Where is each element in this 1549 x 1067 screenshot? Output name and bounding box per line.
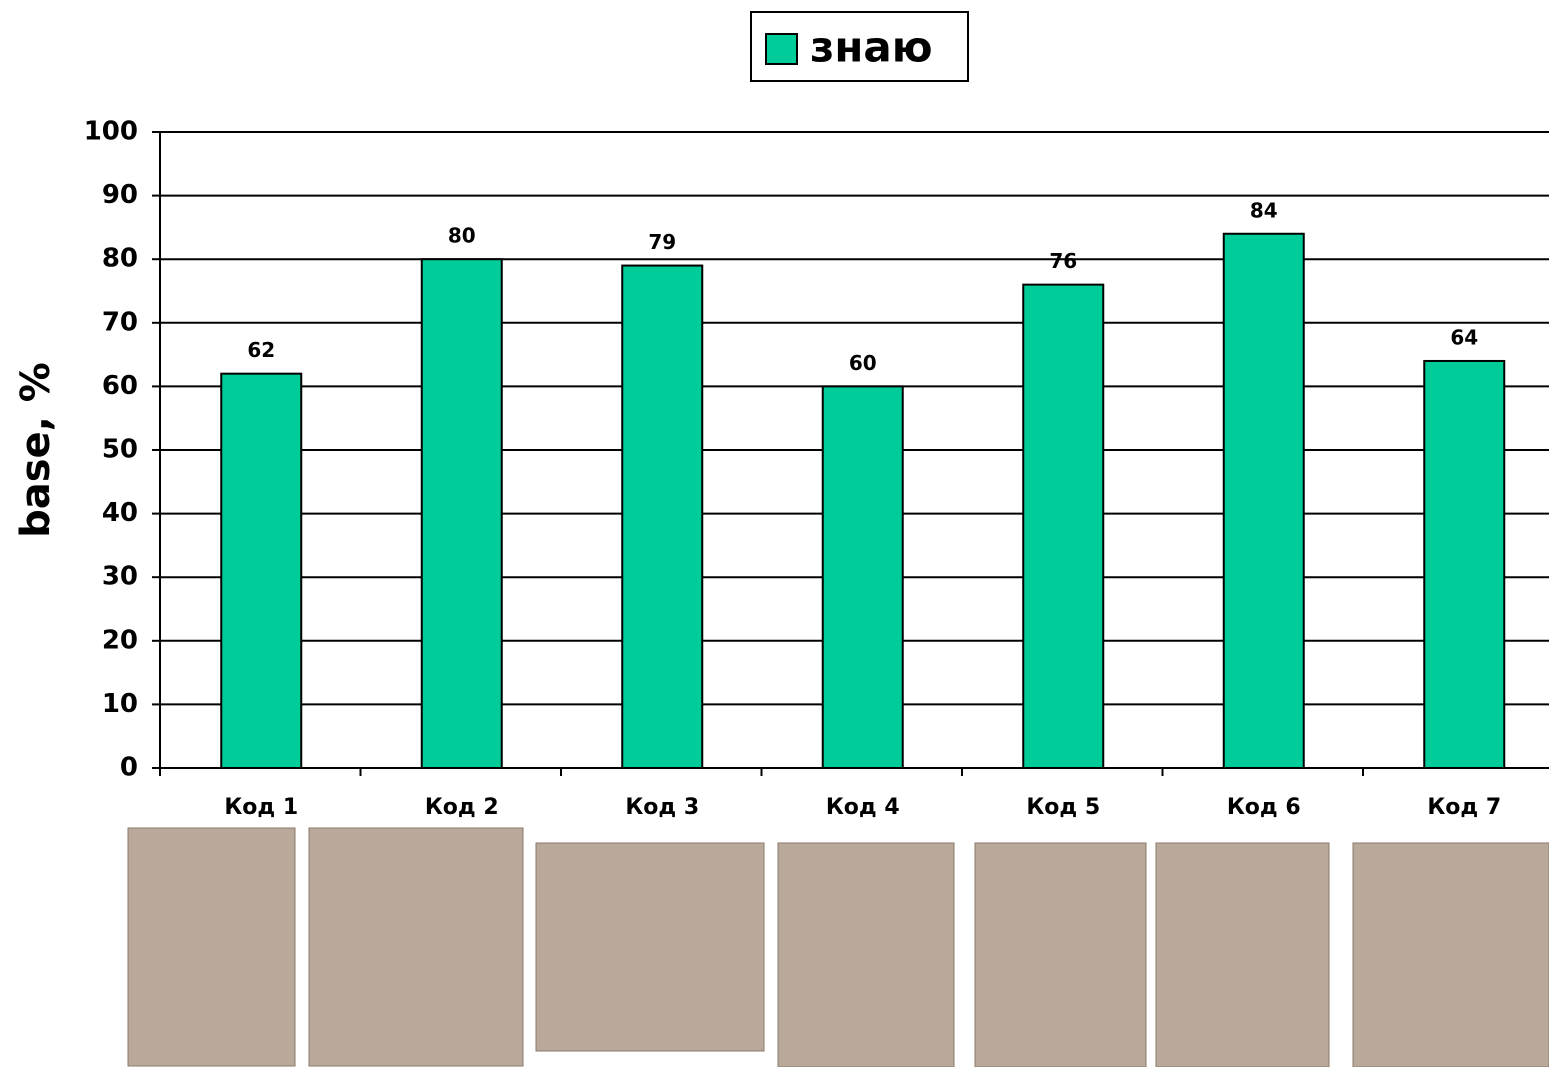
y-tick-label: 30 bbox=[102, 562, 138, 592]
x-tick-label: Код 6 bbox=[1227, 795, 1301, 820]
x-tick-label: Код 4 bbox=[826, 795, 900, 820]
bar bbox=[221, 374, 301, 768]
y-tick-label: 90 bbox=[102, 180, 138, 210]
y-tick-label: 70 bbox=[102, 307, 138, 337]
bar bbox=[1424, 361, 1504, 768]
photo bbox=[1156, 843, 1329, 1067]
chart: base, % 0 10 20 30 40 50 60 70 80 90 100 Код 1 Код 2… bbox=[0, 0, 1549, 1067]
y-tick-label: 20 bbox=[102, 625, 138, 655]
data-label: 76 bbox=[1049, 249, 1077, 273]
x-tick-label: Код 2 bbox=[425, 795, 499, 820]
legend-swatch bbox=[766, 34, 797, 64]
bar bbox=[422, 259, 502, 768]
legend-label: знаю bbox=[810, 23, 933, 72]
y-tick-label: 60 bbox=[102, 371, 138, 401]
data-label: 64 bbox=[1450, 325, 1478, 349]
x-tick-label: Код 7 bbox=[1427, 795, 1501, 820]
y-tick-label: 40 bbox=[102, 498, 138, 528]
photo bbox=[536, 843, 764, 1051]
photo bbox=[128, 828, 295, 1066]
y-axis-label: base, % bbox=[13, 362, 59, 538]
bar bbox=[1023, 285, 1103, 768]
data-label: 80 bbox=[448, 224, 476, 248]
bar bbox=[1224, 234, 1304, 768]
y-tick-label: 0 bbox=[120, 753, 138, 783]
photo bbox=[1353, 843, 1549, 1067]
photo bbox=[309, 828, 523, 1066]
data-label: 60 bbox=[849, 351, 877, 375]
bar bbox=[622, 266, 702, 768]
x-tick-label: Код 1 bbox=[224, 795, 298, 820]
data-label: 84 bbox=[1250, 198, 1278, 222]
y-tick-label: 10 bbox=[102, 689, 138, 719]
x-tick-label: Код 3 bbox=[625, 795, 699, 820]
y-tick-label: 100 bbox=[84, 117, 138, 147]
x-tick-label: Код 5 bbox=[1026, 795, 1100, 820]
photo bbox=[975, 843, 1146, 1067]
data-label: 62 bbox=[247, 338, 275, 362]
y-tick-label: 80 bbox=[102, 244, 138, 274]
y-tick-label: 50 bbox=[102, 435, 138, 465]
bar bbox=[823, 386, 903, 768]
photo bbox=[778, 843, 954, 1067]
data-label: 79 bbox=[648, 230, 676, 254]
